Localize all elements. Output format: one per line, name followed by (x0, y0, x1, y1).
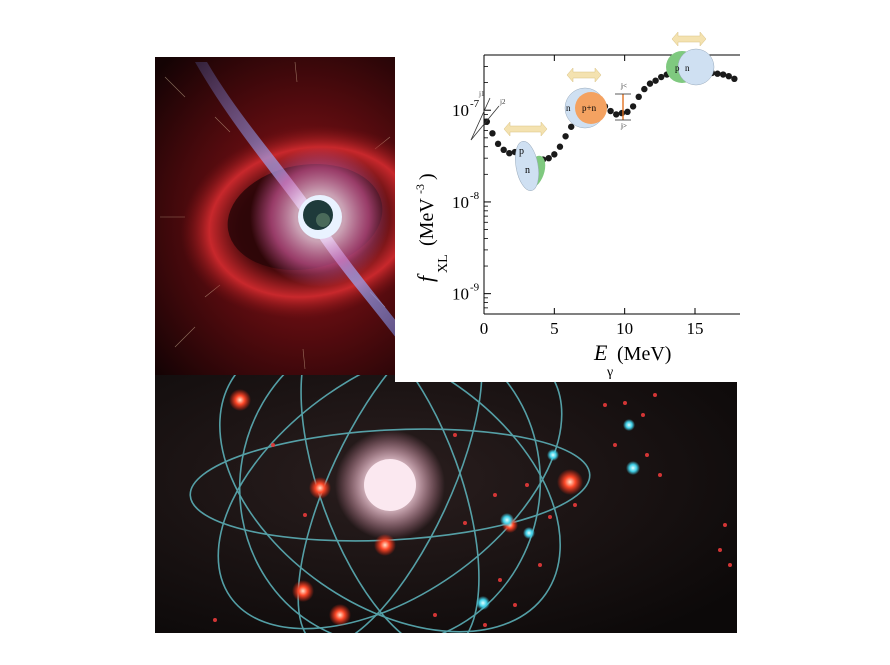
data-point (568, 123, 575, 130)
atom-image (155, 375, 737, 633)
data-point (714, 70, 721, 77)
svg-text:p: p (675, 63, 680, 73)
data-point (613, 111, 620, 118)
data-point (652, 77, 659, 84)
y-axis-label: f (413, 273, 438, 282)
y-axis-unit: (MeV (416, 198, 438, 246)
data-point (725, 72, 732, 80)
overlap-inset: p n (666, 31, 715, 86)
svg-text:n: n (685, 63, 690, 73)
svg-text:n: n (566, 103, 571, 113)
svg-text:n: n (525, 165, 530, 176)
y-tick-label-exponent: -8 (470, 190, 480, 202)
data-point (551, 151, 558, 158)
svg-text:j<: j< (620, 82, 627, 90)
svg-text:j2: j2 (499, 98, 506, 106)
data-point (545, 154, 552, 162)
gdr-inset: n p+n j< j> (564, 67, 631, 130)
data-point (646, 80, 654, 87)
x-axis-unit: (MeV) (617, 343, 671, 365)
data-point (731, 75, 738, 83)
svg-text:j>: j> (620, 122, 627, 130)
data-point (641, 85, 648, 93)
y-tick-label: 10 (452, 193, 469, 212)
data-point (506, 149, 513, 157)
y-axis-unit-close: ) (416, 173, 438, 180)
y-tick-label: 10 (452, 101, 469, 120)
data-point (624, 108, 631, 116)
y-tick-label: 10 (452, 285, 469, 304)
svg-text:p: p (519, 146, 524, 157)
y-tick-label-exponent: -9 (470, 282, 480, 294)
photon-strength-chart: 0 5 10 15 10-910-810-7 E γ (MeV) f XL (MeV … (395, 30, 740, 382)
data-point (719, 71, 727, 78)
x-axis-label: E (593, 340, 608, 365)
x-tick-label: 15 (686, 319, 703, 338)
svg-text:p+n: p+n (582, 103, 597, 113)
data-point (629, 103, 637, 110)
data-point (494, 140, 502, 148)
data-point (489, 130, 496, 137)
data-point (658, 73, 665, 81)
x-tick-label: 0 (480, 319, 489, 338)
x-tick-label: 5 (550, 319, 559, 338)
y-axis-unit-superscript: -3 (413, 184, 427, 194)
scissors-mode-inset: p n (503, 121, 548, 191)
svg-text:j1: j1 (478, 90, 485, 98)
data-point (562, 133, 569, 140)
x-axis-label-subscript: γ (606, 365, 613, 380)
spin-vectors-inset: j1 j2 (470, 90, 506, 141)
y-tick-label-exponent: -7 (470, 98, 480, 110)
y-axis-label-subscript: XL (436, 254, 451, 273)
data-point (618, 109, 626, 117)
data-point (635, 93, 642, 101)
data-point (556, 143, 564, 150)
data-point (607, 107, 614, 115)
data-point (500, 146, 507, 154)
x-tick-label: 10 (616, 319, 633, 338)
